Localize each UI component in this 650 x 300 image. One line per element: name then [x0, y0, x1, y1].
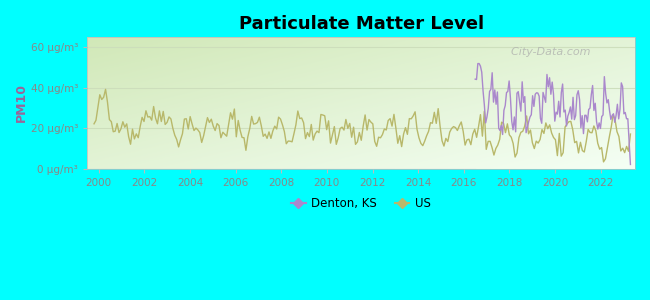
Title: Particulate Matter Level: Particulate Matter Level — [239, 15, 484, 33]
Legend: Denton, KS, US: Denton, KS, US — [287, 193, 436, 215]
Text: City-Data.com: City-Data.com — [504, 46, 590, 56]
Y-axis label: PM10: PM10 — [15, 83, 28, 122]
